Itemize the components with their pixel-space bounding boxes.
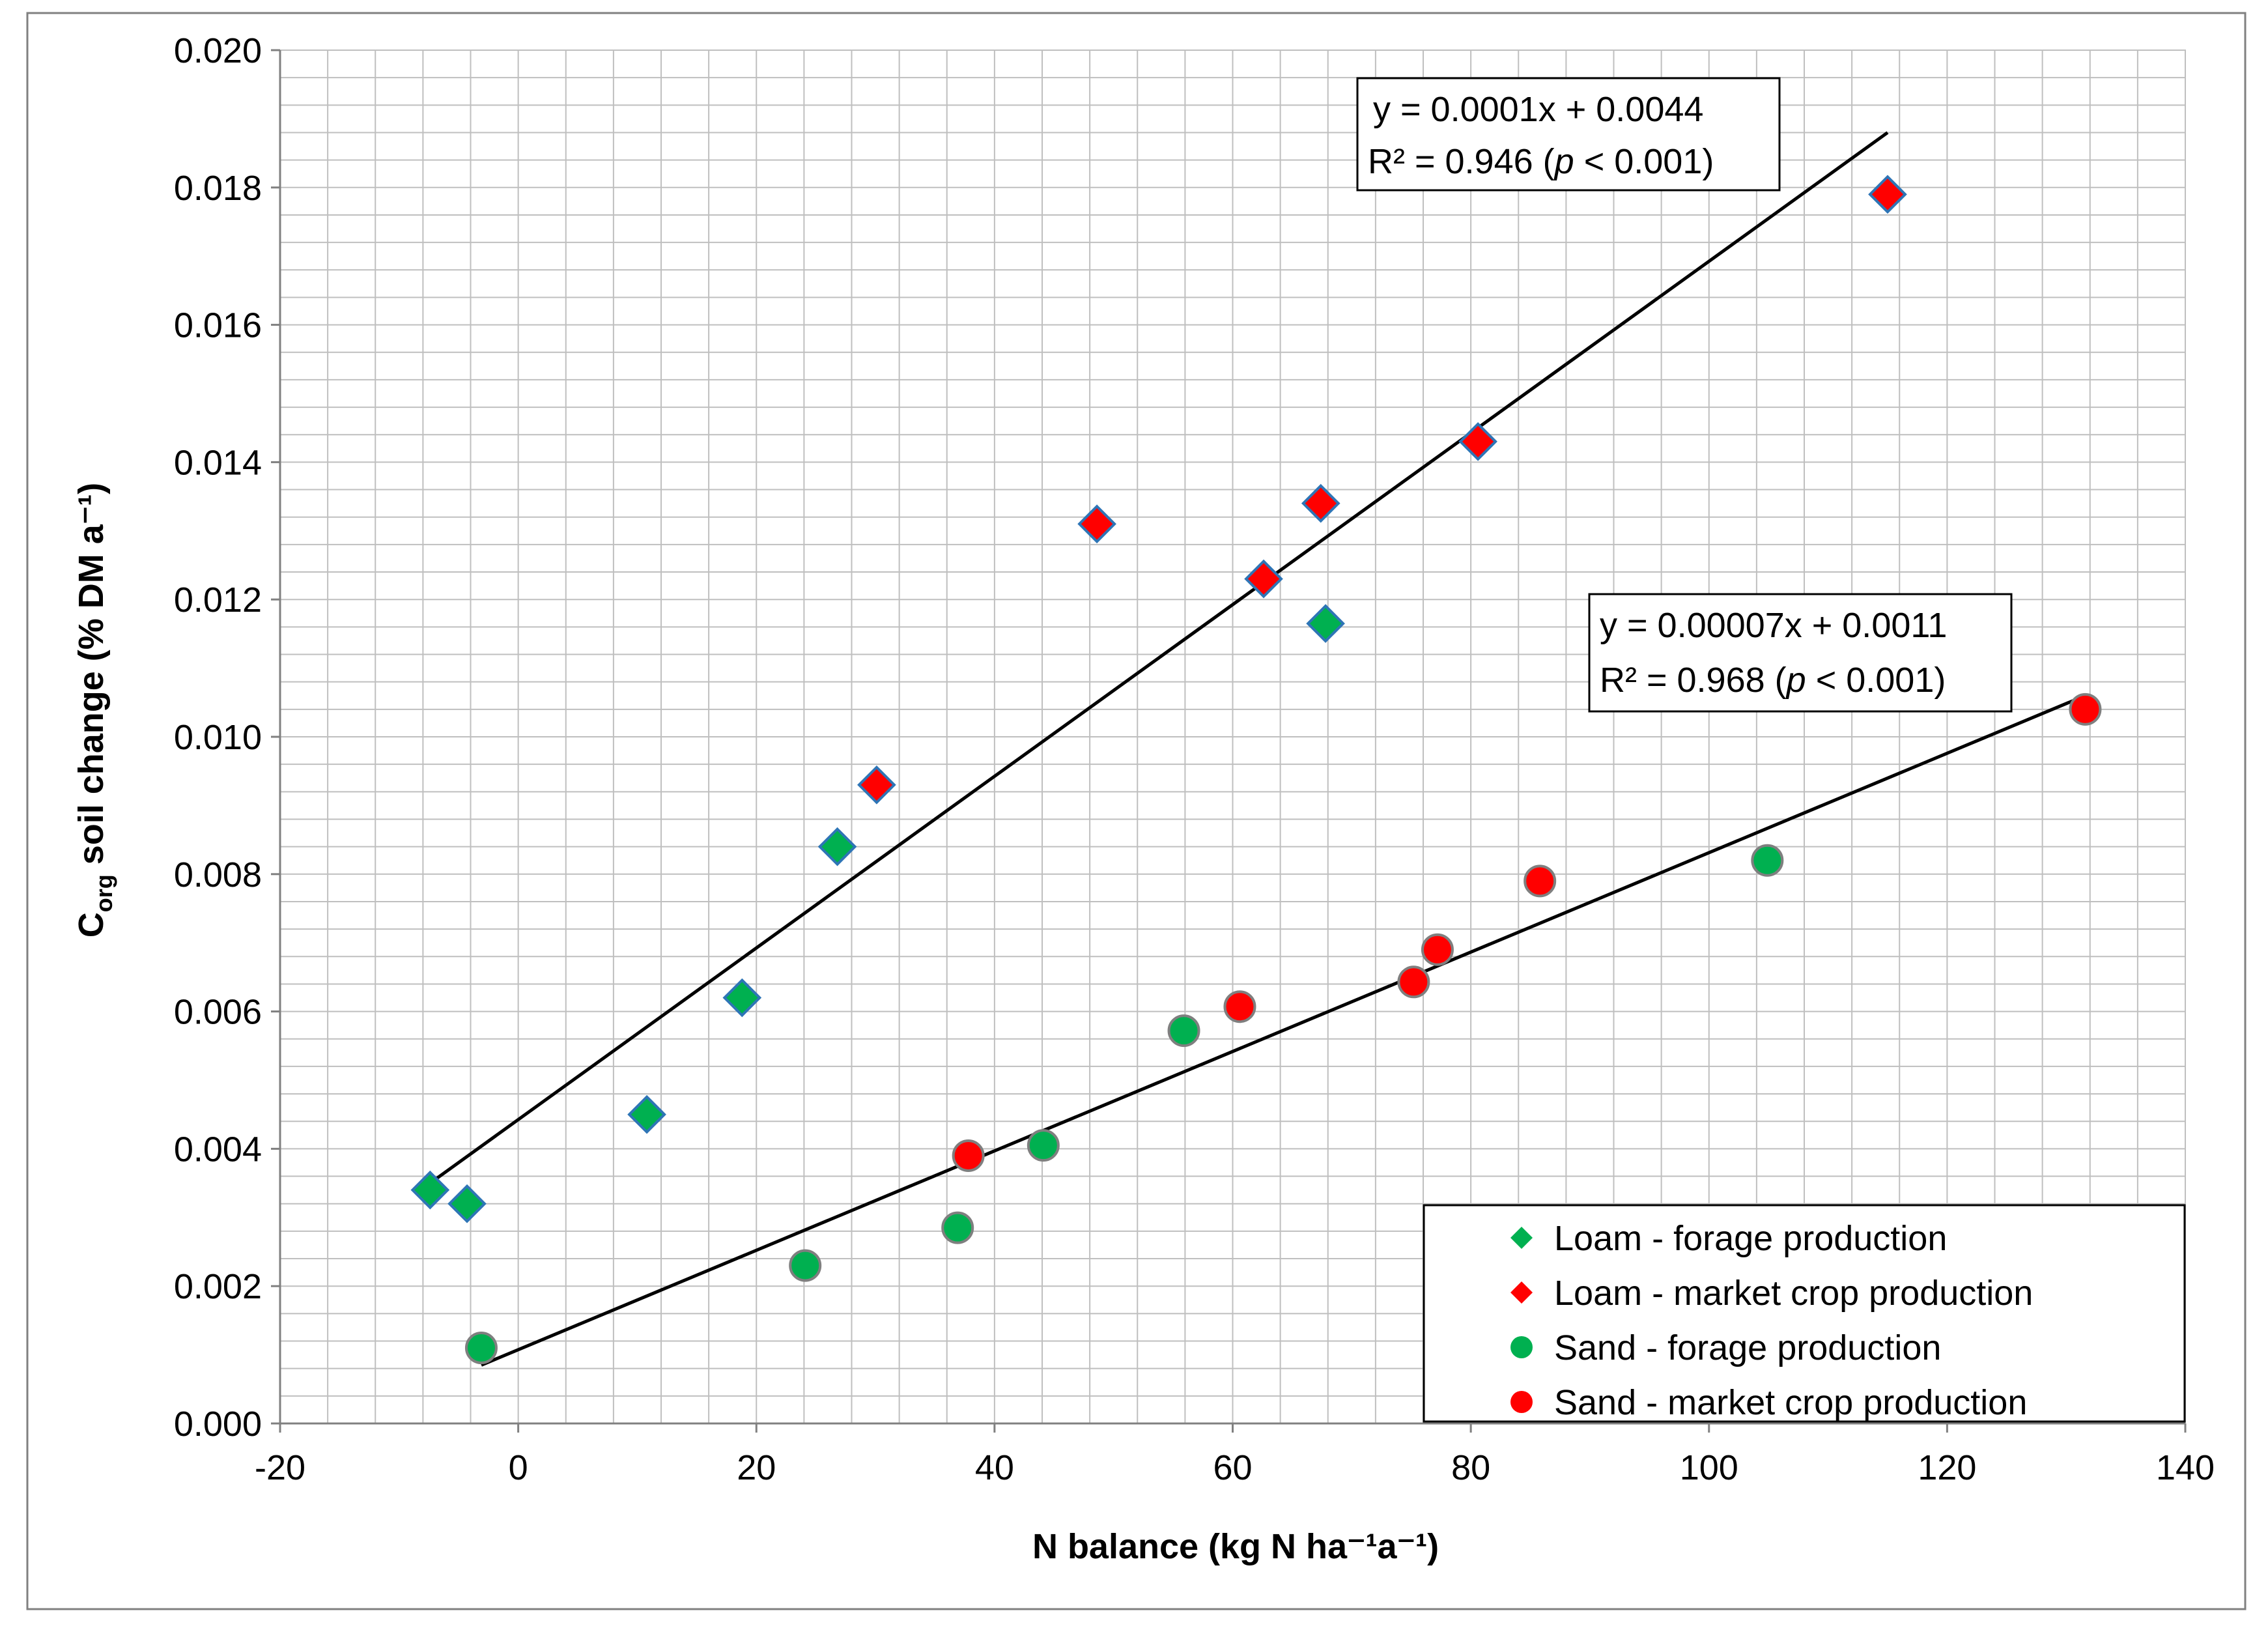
x-tick-label: -20	[255, 1448, 305, 1487]
x-tick-label: 120	[1918, 1448, 1976, 1487]
r2-sand-label: R² = 0.968 (	[1600, 661, 1787, 700]
r2-loam-label: R² = 0.946 (	[1368, 142, 1555, 181]
sand-trendline	[480, 694, 2086, 1367]
data-point	[952, 1139, 985, 1172]
data-point	[447, 1184, 487, 1223]
data-point	[857, 765, 896, 805]
y-tick-label: 0.000	[174, 1405, 262, 1444]
x-tick-label: 140	[2156, 1448, 2215, 1487]
data-point	[789, 1249, 822, 1282]
data-point	[1027, 1129, 1060, 1162]
data-point	[464, 1332, 498, 1365]
legend-label: Loam - market crop production	[1554, 1274, 2033, 1313]
y-tick-label: 0.020	[174, 31, 262, 70]
data-point	[1301, 483, 1340, 523]
y-tick-label: 0.008	[174, 855, 262, 894]
legend-frame	[1423, 1204, 2186, 1423]
trendlines	[429, 131, 2086, 1367]
data-point	[1223, 990, 1256, 1023]
series-sand-forage-production	[464, 844, 1784, 1365]
equation-box-sand-frame	[1588, 593, 2013, 713]
legend-marker-icon	[1510, 1281, 1533, 1304]
equation-loam: y = 0.0001x + 0.0044	[1373, 90, 1703, 129]
equation-box-sand: y = 0.00007x + 0.0011 R² = 0.968 (p < 0.…	[1588, 593, 2013, 713]
p-sand-value: < 0.001)	[1806, 661, 1946, 700]
data-point	[941, 1211, 974, 1244]
series-loam-forage-production	[410, 604, 1345, 1223]
data-point	[627, 1094, 666, 1134]
x-tick-label: 40	[975, 1448, 1014, 1487]
data-point	[1167, 1014, 1200, 1048]
equation-sand: y = 0.00007x + 0.0011	[1600, 606, 1947, 645]
data-point	[1524, 864, 1557, 898]
axes: -20 0 20 40 60 80 100 120 140 0.000 0.002 0.004 0.00…	[174, 31, 2215, 1487]
y-tick-label: 0.016	[174, 306, 262, 345]
legend-label: Loam - forage production	[1554, 1219, 1947, 1258]
y-axis-title-c: C	[72, 912, 111, 937]
data-point	[1868, 175, 1907, 214]
r2-loam: R² = 0.946 (p < 0.001)	[1368, 142, 1714, 181]
p-sand-label: p	[1785, 661, 1806, 700]
data-point	[1397, 965, 1430, 999]
data-point	[1421, 933, 1454, 966]
y-tick-label: 0.010	[174, 718, 262, 757]
y-axis-title: Corg soil change (% DM a⁻¹)	[72, 483, 117, 938]
series-sand-market-crop-production	[952, 693, 2102, 1172]
data-point	[1244, 559, 1283, 599]
x-tick-label: 100	[1680, 1448, 1738, 1487]
legend-marker-icon	[1510, 1391, 1533, 1413]
x-tick-label: 80	[1451, 1448, 1490, 1487]
p-loam-value: < 0.001)	[1574, 142, 1714, 181]
x-tick-label: 60	[1213, 1448, 1252, 1487]
p-loam-label: p	[1553, 142, 1574, 181]
x-tick-label: 20	[737, 1448, 776, 1487]
x-tick-label: 0	[509, 1448, 528, 1487]
y-tick-label: 0.002	[174, 1267, 262, 1306]
equation-box-loam: y = 0.0001x + 0.0044 R² = 0.946 (p < 0.0…	[1356, 77, 1781, 192]
y-tick-label: 0.006	[174, 993, 262, 1032]
y-tick-label: 0.012	[174, 580, 262, 620]
x-axis-title: N balance (kg N ha⁻¹a⁻¹)	[1032, 1527, 1439, 1566]
r2-sand: R² = 0.968 (p < 0.001)	[1600, 661, 1946, 700]
loam-trendline	[429, 131, 1889, 1185]
data-points	[410, 175, 2102, 1365]
data-point	[722, 978, 762, 1018]
data-point	[1751, 844, 1784, 877]
equation-box-loam-frame	[1356, 77, 1781, 192]
y-tick-label: 0.004	[174, 1130, 262, 1169]
data-point	[410, 1170, 450, 1210]
grid	[279, 50, 2186, 1424]
y-tick-label: 0.014	[174, 443, 262, 482]
legend-items: Loam - forage production Loam - market cr…	[1510, 1219, 2033, 1422]
data-point	[1458, 421, 1497, 461]
data-point	[1077, 504, 1116, 544]
data-point	[1306, 604, 1345, 643]
legend: Loam - forage production Loam - market cr…	[1423, 1204, 2186, 1423]
y-tick-label: 0.018	[174, 169, 262, 208]
legend-marker-icon	[1510, 1336, 1533, 1358]
data-point	[2069, 693, 2102, 726]
series-loam-market-crop-production	[857, 175, 1907, 805]
data-point	[817, 827, 857, 866]
y-axis-title-subscript: org	[91, 874, 117, 912]
y-axis-title-rest: soil change (% DM a⁻¹)	[72, 483, 111, 875]
legend-label: Sand - forage production	[1554, 1328, 1941, 1367]
legend-label: Sand - market crop production	[1554, 1383, 2027, 1422]
legend-marker-icon	[1510, 1227, 1533, 1249]
